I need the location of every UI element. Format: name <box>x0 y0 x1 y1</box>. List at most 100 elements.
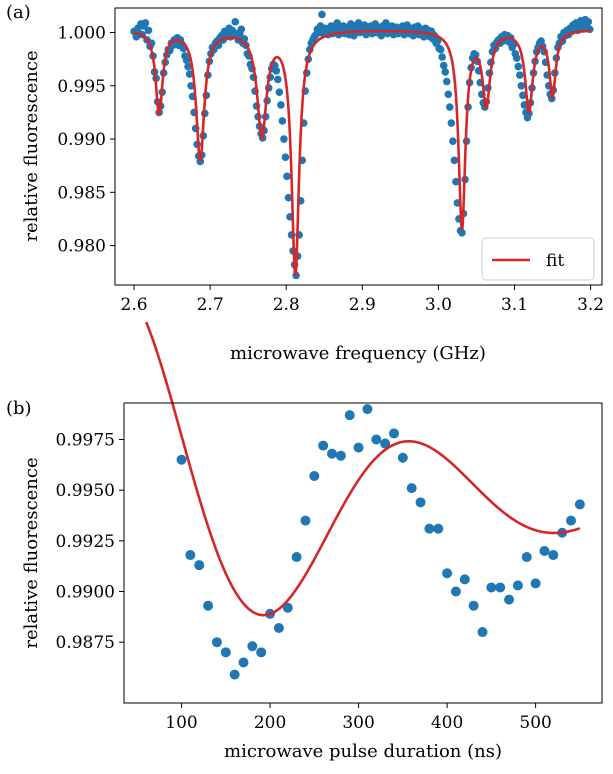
data-point <box>495 582 506 593</box>
data-point <box>433 37 442 45</box>
data-point <box>237 25 246 34</box>
data-point <box>277 101 285 109</box>
data-point <box>438 53 447 61</box>
data-point <box>433 523 444 534</box>
data-point <box>274 75 282 84</box>
data-point <box>450 586 461 597</box>
panel-b-x-label: microwave pulse duration (ns) <box>224 741 502 762</box>
data-point <box>442 77 451 86</box>
data-point <box>371 434 382 445</box>
x-tick-label: 2.9 <box>349 295 376 315</box>
data-point <box>272 67 281 75</box>
data-point <box>459 574 470 585</box>
data-point <box>291 552 302 563</box>
x-tick-label: 3.2 <box>577 295 604 315</box>
fit-line <box>133 29 591 276</box>
panel-a-x-ticks: 2.6 2.7 2.8 2.9 3.0 3.1 3.2 <box>121 285 604 315</box>
x-tick-label: 2.7 <box>197 295 224 315</box>
data-point <box>574 499 585 510</box>
panel-b-data-points <box>176 404 585 680</box>
data-point <box>318 440 329 451</box>
panel-a-label: (a) <box>6 2 31 23</box>
x-tick-label: 2.8 <box>273 295 300 315</box>
panel-a: (a) 2.6 2.7 2.8 2.9 3.0 3.1 3.2 0.980 0.985 0.99… <box>6 2 604 364</box>
x-tick-label: 100 <box>165 713 197 733</box>
panel-a-x-label: microwave frequency (GHz) <box>230 343 486 364</box>
data-point <box>471 51 480 59</box>
y-tick-label: 0.980 <box>57 237 106 257</box>
data-point <box>273 623 284 633</box>
data-point <box>141 19 150 27</box>
data-point <box>185 70 194 78</box>
data-point <box>566 515 577 526</box>
panel-b-fit <box>144 321 581 617</box>
y-tick-label: 0.9950 <box>56 481 115 501</box>
x-tick-label: 300 <box>342 713 374 733</box>
fit-line <box>144 321 581 617</box>
data-point <box>184 62 192 71</box>
data-point <box>327 448 338 459</box>
panel-b-x-ticks: 100 200 300 400 500 <box>165 703 552 733</box>
data-point <box>516 71 524 79</box>
data-point <box>247 641 258 652</box>
data-point <box>415 497 426 508</box>
data-point <box>280 135 288 143</box>
data-point <box>530 578 541 589</box>
data-point <box>281 153 290 161</box>
data-point <box>211 637 222 648</box>
data-point <box>450 156 459 165</box>
panel-b-y-label: relative fluorescence <box>21 457 42 648</box>
data-point <box>362 404 373 415</box>
data-point <box>512 54 521 62</box>
data-point <box>439 61 448 70</box>
data-point <box>477 627 488 638</box>
legend-fit-label: fit <box>546 251 564 271</box>
data-point <box>278 117 287 125</box>
data-point <box>238 657 249 668</box>
x-tick-label: 500 <box>519 713 551 733</box>
data-point <box>442 568 453 579</box>
data-point <box>548 550 559 561</box>
data-point <box>283 172 291 181</box>
x-tick-label: 200 <box>254 713 286 733</box>
data-point <box>447 119 456 127</box>
data-point <box>452 177 460 186</box>
data-point <box>318 10 326 19</box>
data-point <box>444 90 453 99</box>
data-point <box>256 647 267 658</box>
data-point <box>344 410 355 421</box>
data-point <box>275 88 284 96</box>
y-tick-label: 0.995 <box>57 77 106 97</box>
panel-a-legend: fit <box>481 237 595 281</box>
data-point <box>519 91 527 100</box>
data-point <box>539 545 550 556</box>
panel-b-y-ticks: 0.9875 0.9900 0.9925 0.9950 0.9975 <box>56 430 124 653</box>
data-point <box>309 470 320 481</box>
panel-b-label: (b) <box>6 398 32 419</box>
data-point <box>517 81 526 90</box>
data-point <box>380 438 391 449</box>
data-point <box>335 450 346 461</box>
panel-b-frame <box>123 402 603 704</box>
x-tick-label: 3.1 <box>501 295 528 315</box>
data-point <box>282 602 293 613</box>
y-tick-label: 0.985 <box>57 183 106 203</box>
data-point <box>458 228 466 237</box>
data-point <box>521 552 532 563</box>
data-point <box>512 580 523 591</box>
data-point <box>446 103 454 111</box>
panel-a-y-label: relative fluorescence <box>21 50 42 241</box>
data-point <box>300 515 311 526</box>
data-point <box>436 45 445 54</box>
data-point <box>424 523 435 534</box>
data-point <box>584 18 593 26</box>
data-point <box>388 428 399 439</box>
data-point <box>182 56 191 65</box>
data-point <box>231 18 240 26</box>
panel-a-fit <box>133 29 591 276</box>
y-tick-label: 0.9900 <box>56 583 115 603</box>
panel-a-y-ticks: 0.980 0.985 0.990 0.995 1.000 <box>57 24 115 257</box>
x-tick-label: 400 <box>431 713 463 733</box>
y-tick-label: 0.990 <box>57 130 106 150</box>
legend-box <box>481 237 595 281</box>
